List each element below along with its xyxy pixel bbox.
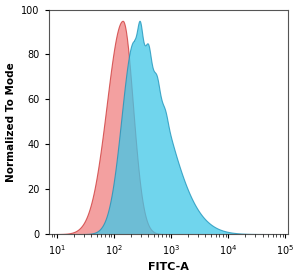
Y-axis label: Normalized To Mode: Normalized To Mode [6, 62, 16, 182]
X-axis label: FITC-A: FITC-A [148, 262, 189, 272]
